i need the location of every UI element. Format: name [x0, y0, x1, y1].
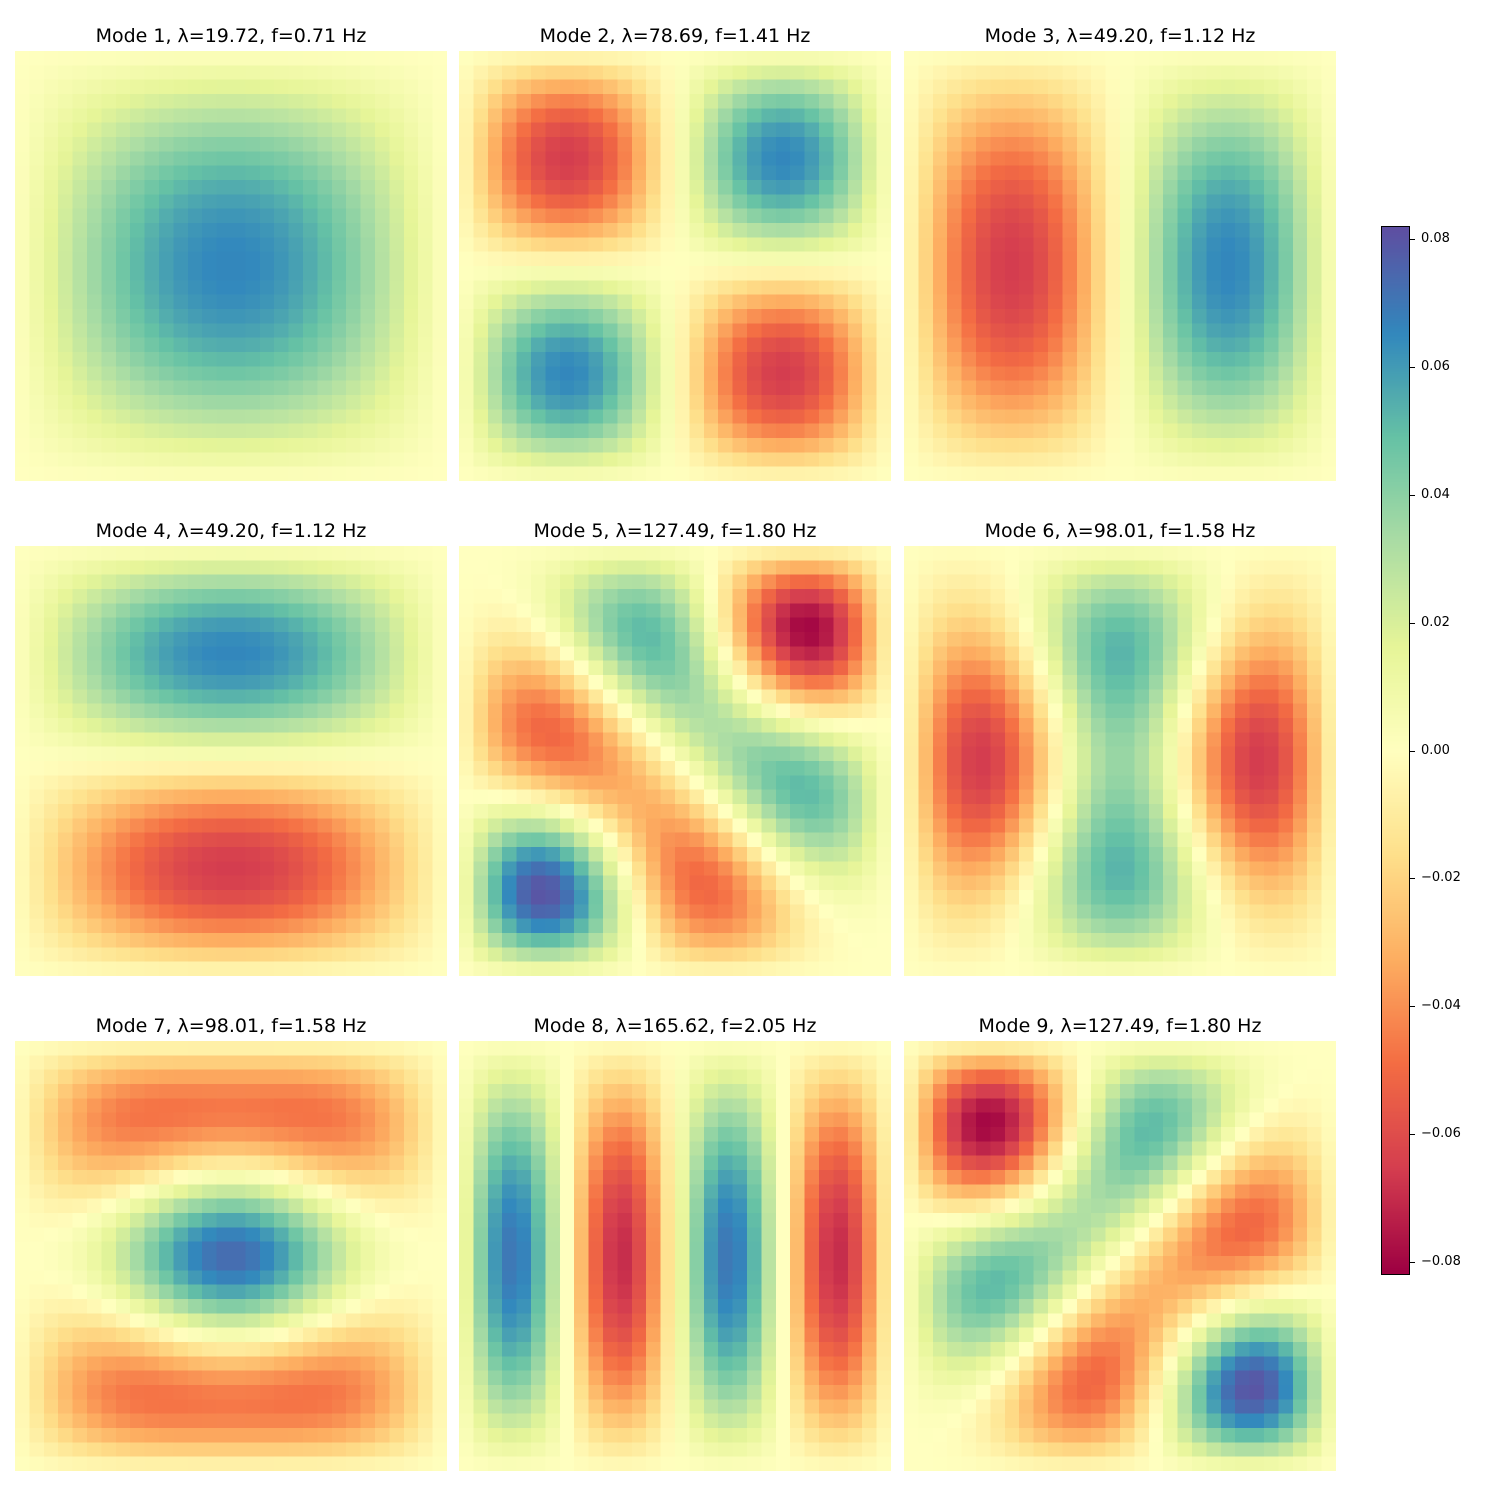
heatmap-mode-6: [904, 546, 1336, 976]
colorbar-tick-label: 0.00: [1421, 743, 1450, 758]
panel-title-mode-6: Mode 6, λ=98.01, f=1.58 Hz: [984, 520, 1256, 542]
colorbar-tick: [1410, 1006, 1415, 1007]
colorbar-tick: [1410, 1262, 1415, 1263]
colorbar-tick: [1410, 623, 1415, 624]
colorbar-tick: [1410, 239, 1415, 240]
heatmap-mode-3: [904, 51, 1336, 481]
panel-title-mode-8: Mode 8, λ=165.62, f=2.05 Hz: [533, 1015, 817, 1037]
panel-title-mode-2: Mode 2, λ=78.69, f=1.41 Hz: [539, 25, 811, 47]
panel-title-mode-7: Mode 7, λ=98.01, f=1.58 Hz: [95, 1015, 367, 1037]
heatmap-mode-1: [15, 51, 447, 481]
heatmap-mode-9: [904, 1041, 1336, 1471]
colorbar-tick-label: −0.06: [1421, 1126, 1461, 1141]
heatmap-mode-8: [459, 1041, 891, 1471]
colorbar-tick-label: 0.02: [1421, 615, 1450, 630]
colorbar-tick-label: −0.04: [1421, 998, 1461, 1013]
colorbar-tick: [1410, 878, 1415, 879]
colorbar-tick: [1410, 1134, 1415, 1135]
panel-title-mode-3: Mode 3, λ=49.20, f=1.12 Hz: [984, 25, 1256, 47]
panel-title-mode-4: Mode 4, λ=49.20, f=1.12 Hz: [95, 520, 367, 542]
panel-title-mode-1: Mode 1, λ=19.72, f=0.71 Hz: [95, 25, 367, 47]
heatmap-mode-4: [15, 546, 447, 976]
colorbar-tick: [1410, 495, 1415, 496]
colorbar-tick-label: 0.08: [1421, 231, 1450, 246]
colorbar: [1381, 226, 1410, 1275]
heatmap-mode-7: [15, 1041, 447, 1471]
panel-title-mode-9: Mode 9, λ=127.49, f=1.80 Hz: [978, 1015, 1262, 1037]
colorbar-tick: [1410, 751, 1415, 752]
heatmap-mode-2: [459, 51, 891, 481]
heatmap-mode-5: [459, 546, 891, 976]
colorbar-tick-label: 0.06: [1421, 359, 1450, 374]
colorbar-tick-label: −0.02: [1421, 870, 1461, 885]
colorbar-tick-label: −0.08: [1421, 1254, 1461, 1269]
colorbar-tick-label: 0.04: [1421, 487, 1450, 502]
colorbar-tick: [1410, 367, 1415, 368]
panel-title-mode-5: Mode 5, λ=127.49, f=1.80 Hz: [533, 520, 817, 542]
